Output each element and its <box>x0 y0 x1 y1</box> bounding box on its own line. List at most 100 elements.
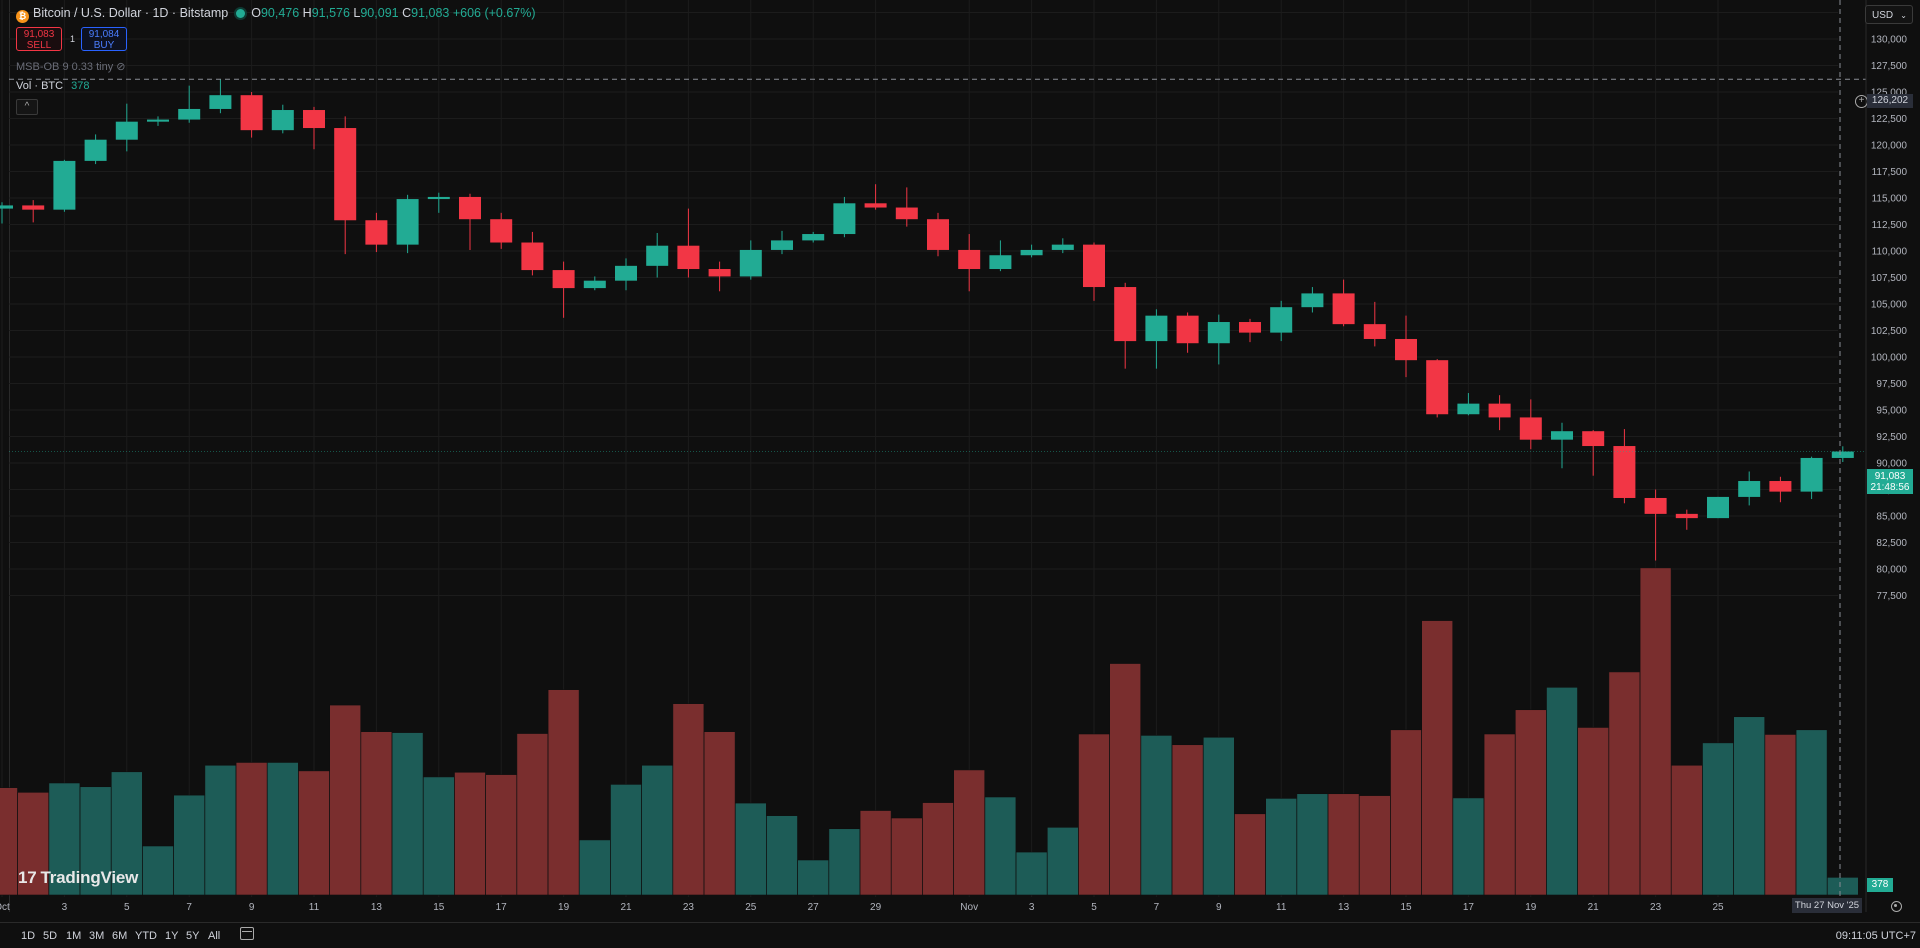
market-status-icon <box>236 9 246 18</box>
y-tick-label: 97,500 <box>1876 379 1907 390</box>
indicator-msb-ob[interactable]: MSB-OB 9 0.33 tiny ⊘ <box>16 60 126 73</box>
volume-bar <box>1608 671 1641 896</box>
indicator-volume-label: Vol · BTC <box>16 80 64 92</box>
volume-bar <box>922 802 954 896</box>
y-tick-label: 127,500 <box>1871 61 1908 72</box>
chevron-down-icon: ⌄ <box>1900 11 1907 20</box>
candle-body <box>989 255 1012 270</box>
volume-bar <box>48 782 81 896</box>
indicator-volume[interactable]: Vol · BTC 378 <box>16 80 89 92</box>
y-tick-label: 100,000 <box>1871 353 1908 364</box>
x-tick-label: 15 <box>1400 902 1412 913</box>
volume-bar <box>734 802 767 896</box>
x-tick-label: 9 <box>1216 902 1222 913</box>
volume-bar <box>1577 727 1609 896</box>
candle-body <box>396 199 419 245</box>
buy-button[interactable]: 91,084 BUY <box>81 27 127 51</box>
candle-body <box>1707 496 1729 519</box>
volume-bar <box>1795 729 1828 896</box>
candle-body <box>1020 249 1043 256</box>
currency-select[interactable]: USD ⌄ <box>1865 5 1913 24</box>
volume-bar <box>1359 795 1391 896</box>
tradingview-logo[interactable]: 17 TradingView <box>18 868 138 888</box>
range-1y-button[interactable]: 1Y <box>165 930 179 942</box>
range-all-button[interactable]: All <box>208 930 221 942</box>
volume-bar <box>1483 733 1516 896</box>
y-tick-label: 112,500 <box>1872 220 1908 231</box>
volume-bar <box>1047 827 1079 896</box>
volume-bar <box>1234 813 1266 896</box>
candle-body <box>0 205 13 209</box>
sell-button[interactable]: 91,083 SELL <box>16 27 62 51</box>
x-tick-label: 5 <box>1091 902 1097 913</box>
candle-body <box>1145 315 1168 342</box>
candle-body <box>677 245 700 270</box>
x-tick-label: 11 <box>309 902 320 913</box>
volume-bar <box>578 839 611 896</box>
y-tick-label: 120,000 <box>1871 141 1908 152</box>
volume-bar <box>329 704 362 896</box>
range-ytd-button[interactable]: YTD <box>135 930 157 942</box>
chevron-up-icon: ^ <box>24 101 30 112</box>
volume-bar <box>298 770 330 896</box>
candle-body <box>459 196 481 220</box>
candle-body <box>833 203 856 235</box>
candle-body <box>115 121 138 140</box>
collapse-legend-button[interactable]: ^ <box>16 99 38 115</box>
volume-bar <box>391 732 424 896</box>
volume-bar <box>610 784 642 896</box>
y-tick-label: 122,500 <box>1871 114 1908 125</box>
volume-bar <box>828 828 861 896</box>
candle-body <box>895 207 918 220</box>
volume-bar <box>173 794 205 896</box>
candle-body <box>864 203 887 208</box>
settings-gear-icon[interactable] <box>1891 901 1902 912</box>
change-value: +606 (+0.67%) <box>452 6 536 20</box>
range-5y-button[interactable]: 5Y <box>186 930 200 942</box>
range-3m-button[interactable]: 3M <box>89 930 105 942</box>
volume-bar <box>1171 744 1204 896</box>
chart-pane[interactable] <box>9 0 1870 912</box>
candle-body <box>1332 293 1355 325</box>
currency-select-value: USD <box>1872 10 1894 21</box>
candle-body <box>1363 324 1386 339</box>
range-1d-button[interactable]: 1D <box>21 930 36 942</box>
candle-body <box>1270 307 1293 333</box>
x-tick-label: 13 <box>1338 902 1350 913</box>
volume-bar <box>1078 733 1110 896</box>
y-tick-label: 80,000 <box>1876 565 1907 576</box>
utc-clock[interactable]: 09:11:05 UTC+7 <box>1835 930 1916 942</box>
candle-body <box>615 265 637 281</box>
volume-bar <box>797 859 830 896</box>
volume-bar <box>1327 793 1360 896</box>
volume-bar <box>111 771 143 896</box>
open-label: O <box>251 6 261 20</box>
x-tick-label: 27 <box>808 902 820 913</box>
candle-body <box>583 280 606 289</box>
x-tick-label: 5 <box>124 902 130 913</box>
range-5d-button[interactable]: 5D <box>43 930 58 942</box>
x-tick-label: 3 <box>1029 902 1035 913</box>
candle-body <box>1301 293 1324 308</box>
symbol-title[interactable]: Bitcoin / U.S. Dollar · 1D · Bitstamp <box>33 6 229 20</box>
candle-body <box>521 242 544 271</box>
candle-body <box>147 119 169 122</box>
y-tick-label: 107,500 <box>1871 273 1908 284</box>
y-tick-label: 77,500 <box>1876 591 1907 602</box>
low-label: L <box>353 6 361 20</box>
x-tick-label: 17 <box>496 902 508 913</box>
calendar-icon[interactable] <box>240 927 254 940</box>
volume-bar <box>1546 687 1578 896</box>
volume-bar <box>204 764 237 896</box>
range-6m-button[interactable]: 6M <box>112 930 128 942</box>
volume-value-label: 378 <box>1867 878 1893 892</box>
volume-bar <box>1671 764 1703 896</box>
candle-body <box>1675 513 1698 519</box>
volume-bar <box>1015 851 1048 896</box>
eye-hidden-icon[interactable]: ⊘ <box>116 61 126 73</box>
volume-bar <box>235 762 268 896</box>
range-1m-button[interactable]: 1M <box>66 930 82 942</box>
candle-body <box>22 205 45 210</box>
